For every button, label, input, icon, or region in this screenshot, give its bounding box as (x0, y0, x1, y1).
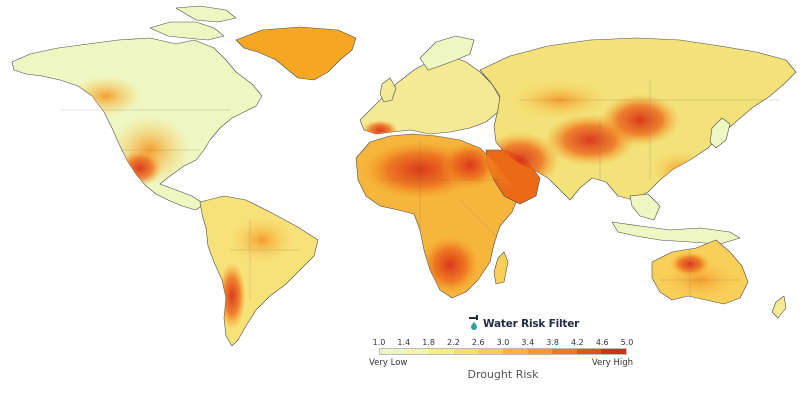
country-borders (60, 80, 780, 300)
legend-segment (429, 349, 454, 354)
legend-color-bar (379, 348, 627, 355)
legend-segment (601, 349, 626, 354)
legend-low-label: Very Low (369, 358, 408, 368)
legend-tick-label: 3.4 (521, 338, 535, 347)
water-drop-tap-icon (468, 314, 480, 334)
water-risk-filter-logo: Water Risk Filter (468, 314, 580, 334)
legend-tick-label: 1.0 (372, 338, 386, 347)
legend-tick-label: 4.6 (595, 338, 609, 347)
legend-segment (576, 349, 602, 354)
legend-segment (404, 349, 430, 354)
legend-tick-label: 4.2 (571, 338, 584, 347)
legend-tick-label: 3.0 (496, 338, 510, 347)
legend-tick-label: 5.0 (620, 338, 634, 347)
scandinavia-region (419, 35, 475, 71)
legend-tick-label: 2.6 (471, 338, 485, 347)
legend-title: Drought Risk (467, 368, 539, 381)
legend-segment (453, 349, 479, 354)
legend-segment (552, 349, 577, 354)
legend-segment (502, 349, 528, 354)
legend-segment (478, 349, 503, 354)
arctic-islands-region-2 (175, 5, 237, 23)
new-zealand-region (771, 295, 787, 319)
legend-high-label: Very High (591, 358, 633, 368)
madagascar-region (493, 251, 509, 285)
greenland-region (235, 26, 357, 81)
legend-tick-label: 2.2 (447, 338, 460, 347)
japan-region (709, 117, 731, 149)
british-isles-region (379, 77, 397, 103)
legend-segment (527, 349, 553, 354)
legend-ticks: 1.0 1.4 1.8 2.2 2.6 3.0 3.4 3.8 4.2 4.6 5.0 (369, 338, 637, 348)
legend-tick-label: 3.8 (546, 338, 559, 347)
arctic-islands-region (149, 21, 225, 41)
legend-tick-label: 1.8 (422, 338, 435, 347)
legend-segment (380, 349, 405, 354)
indonesia-region (611, 221, 741, 245)
drought-risk-legend: 1.0 1.4 1.8 2.2 2.6 3.0 3.4 3.8 4.2 4.6 5.0 Very L… (369, 338, 637, 388)
southeast-asia-region (629, 193, 661, 221)
brand-name: Water Risk Filter (483, 318, 580, 330)
legend-tick-label: 1.4 (397, 338, 411, 347)
